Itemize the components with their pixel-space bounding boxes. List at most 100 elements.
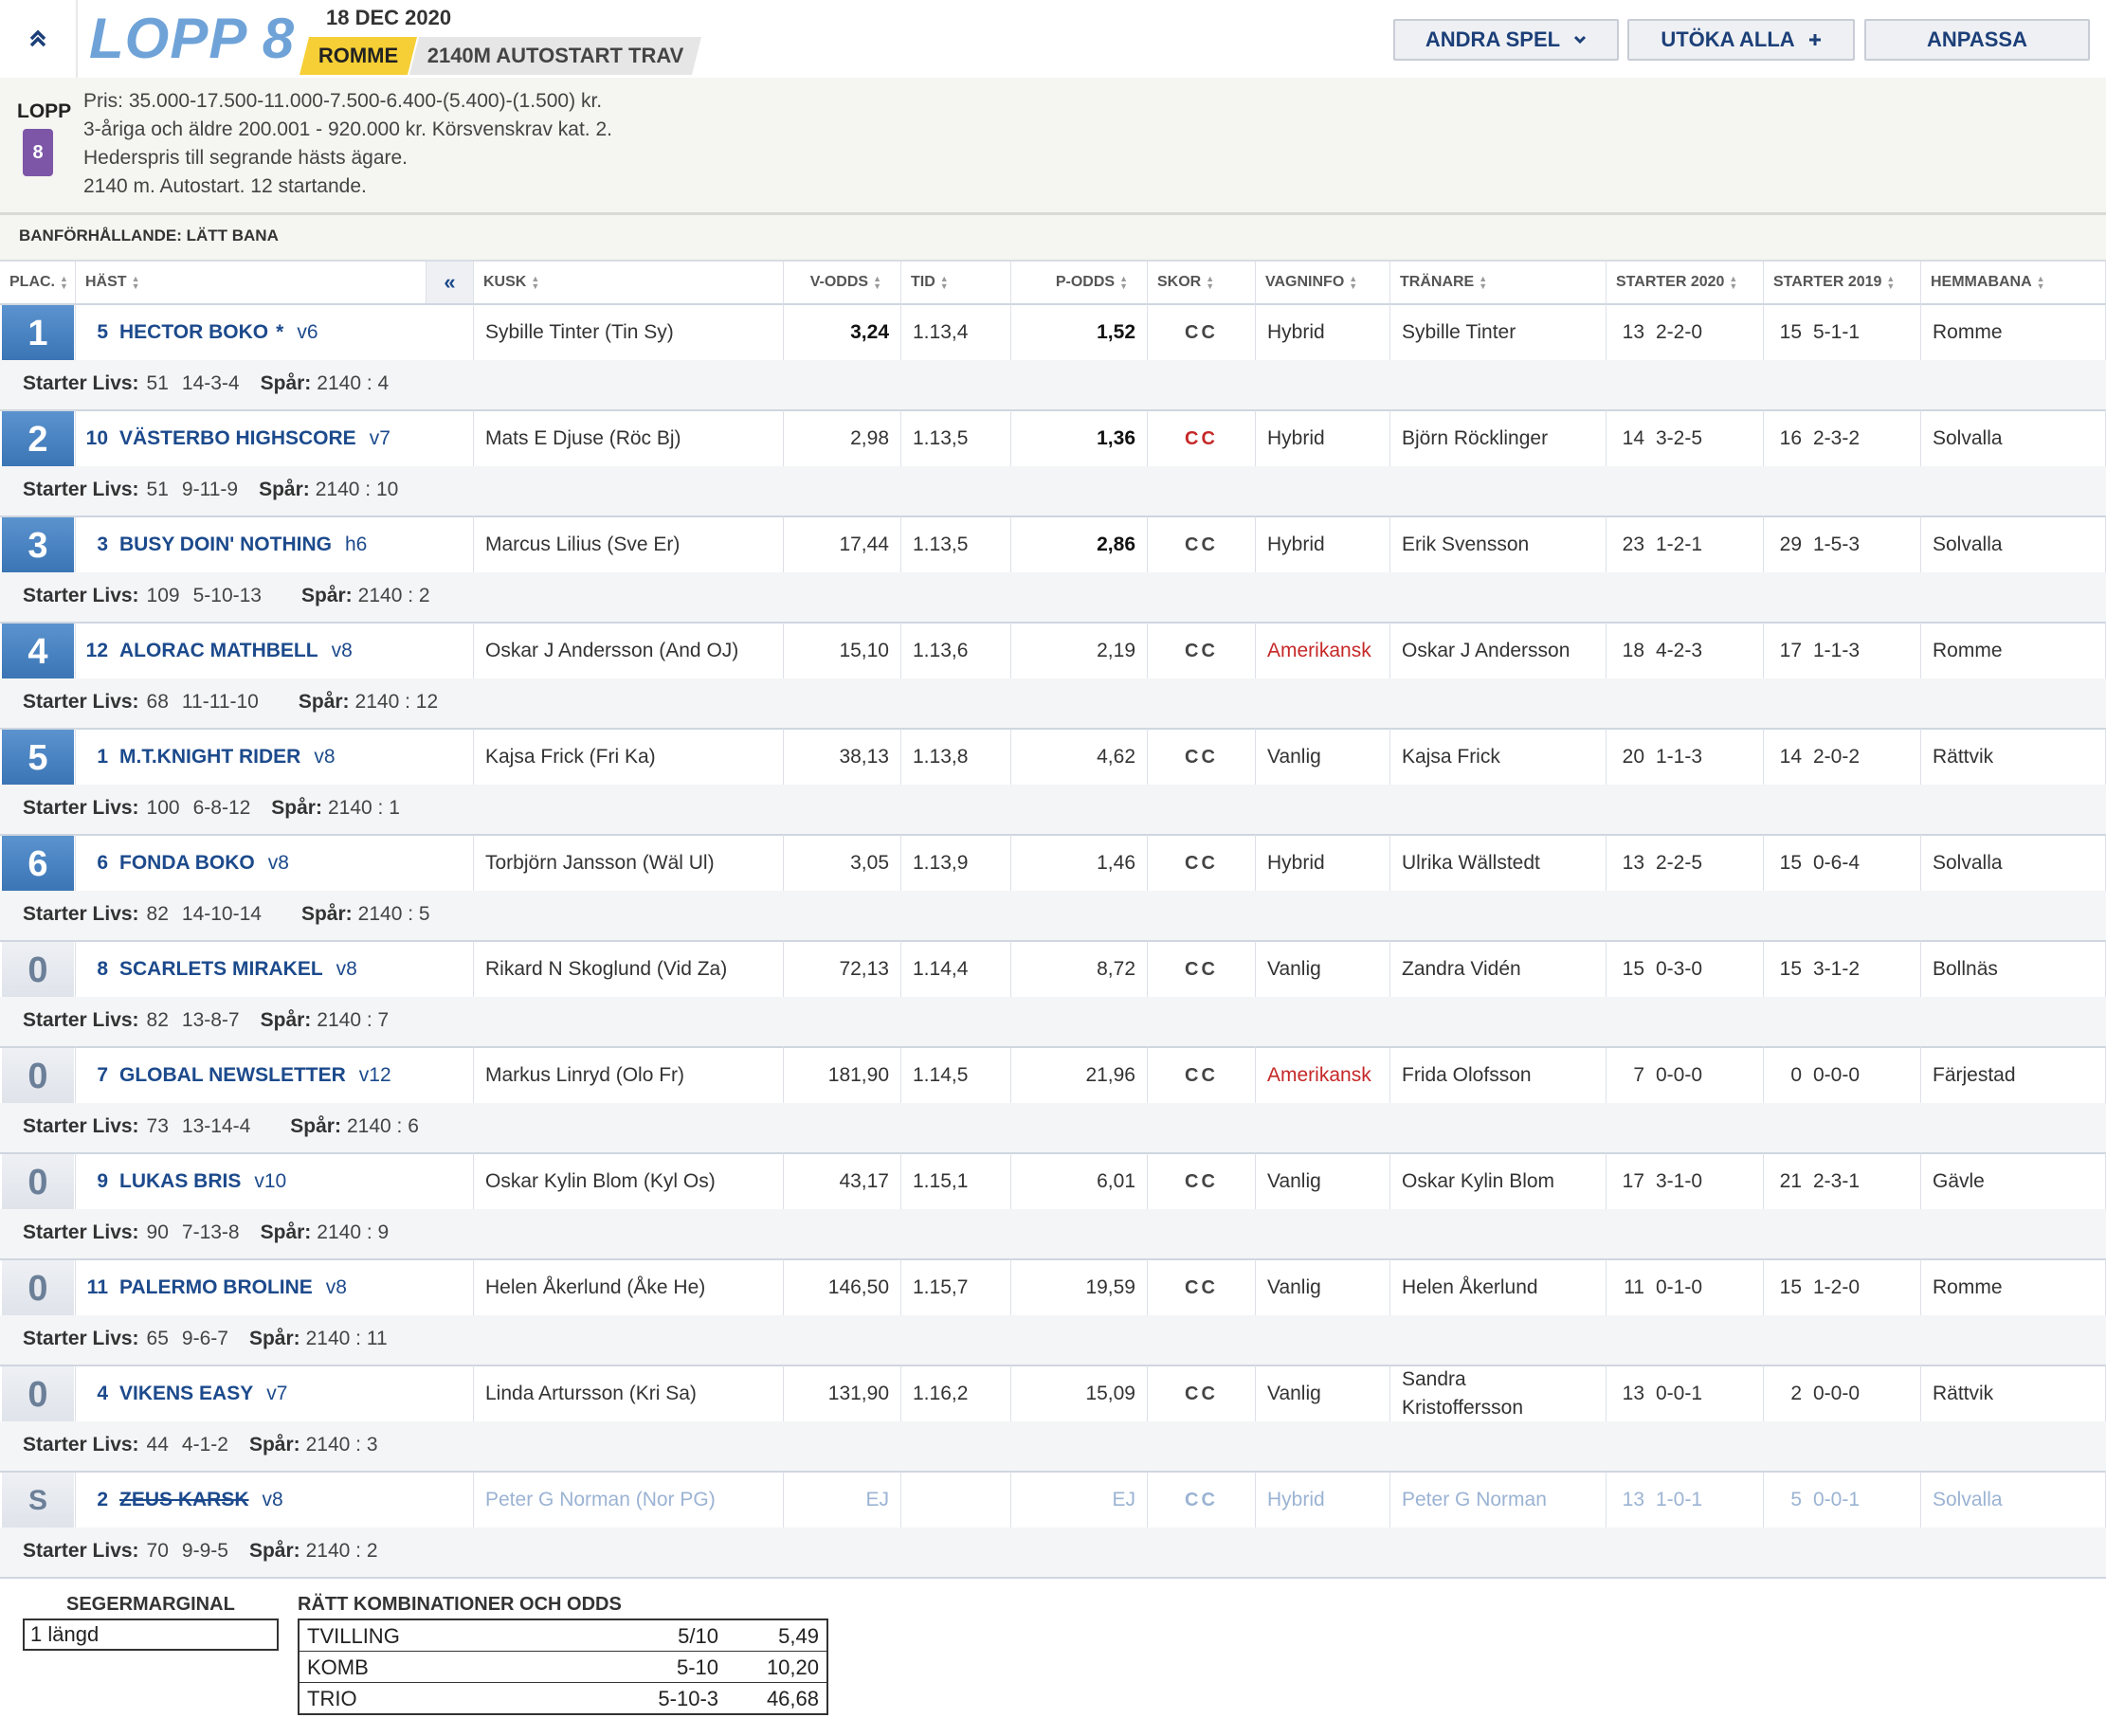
- table-row[interactable]: 0 7 GLOBAL NEWSLETTER v12 Markus Linryd (Olo…: [0, 1046, 2106, 1105]
- cell-podds: 15,09: [1011, 1365, 1148, 1421]
- th-collapse[interactable]: «: [427, 262, 474, 303]
- v-odds: 15,10: [839, 640, 889, 661]
- horse-name-link[interactable]: PALERMO BROLINE: [119, 1276, 313, 1298]
- horse-name-link[interactable]: M.T.KNIGHT RIDER: [119, 746, 301, 768]
- table-row[interactable]: 4 12 ALORAC MATHBELL v8 Oskar J Andersson (A…: [0, 622, 2106, 680]
- table-row[interactable]: 5 1 M.T.KNIGHT RIDER v8 Kajsa Frick (Fri Ka)…: [0, 728, 2106, 787]
- cell-tranare: Erik Svensson: [1390, 515, 1607, 572]
- th-starter2019[interactable]: STARTER 2019 ▲ ▼: [1764, 262, 1921, 303]
- cell-vodds: 17,44: [784, 515, 901, 572]
- th-kusk[interactable]: KUSK ▲ ▼: [474, 262, 784, 303]
- placement-badge: 3: [2, 517, 74, 574]
- th-vodds-label: V-ODDS: [809, 274, 869, 290]
- starts-count: 23: [1622, 533, 1644, 555]
- horse-name-link[interactable]: FONDA BOKO: [119, 852, 255, 874]
- trainer: Ulrika Wällstedt: [1402, 852, 1540, 874]
- utoka-alla-label: UTÖKA ALLA: [1661, 27, 1795, 51]
- starts-count: 15: [1779, 1276, 1802, 1298]
- table-row[interactable]: 2 10 VÄSTERBO HIGHSCORE v7 Mats E Djuse (Röc…: [0, 409, 2106, 468]
- livs-record: 14-3-4: [181, 372, 240, 394]
- info-line: Hederspris till segrande hästs ägare.: [83, 147, 408, 169]
- cell-s19: 0 0-0-0: [1764, 1046, 1921, 1103]
- spar-label: Spår:: [248, 1540, 300, 1562]
- collapse-button[interactable]: [0, 0, 78, 78]
- spar-label: Spår:: [300, 585, 353, 606]
- horse-number: 2: [97, 1489, 108, 1510]
- andra-spel-button[interactable]: ANDRA SPEL: [1393, 19, 1619, 61]
- sulky-info: Hybrid: [1267, 321, 1325, 343]
- cell-hast: 6 FONDA BOKO v8: [76, 834, 474, 891]
- horse-details: Starter Livs: 70 9-9-5 Spår: 2140 : 2: [23, 1540, 378, 1563]
- starts-count: 15: [1622, 958, 1644, 980]
- starts-count: 29: [1779, 533, 1802, 555]
- trainer: Oskar J Andersson: [1402, 640, 1570, 661]
- table-row[interactable]: 0 11 PALERMO BROLINE v8 Helen Åkerlund (Åke …: [0, 1258, 2106, 1317]
- cell-podds: 6,01: [1011, 1152, 1148, 1209]
- spar-value: 2140 : 2: [305, 1540, 378, 1562]
- cell-podds: EJ: [1011, 1471, 1148, 1528]
- livs-record: 5-10-13: [192, 585, 262, 606]
- th-podds[interactable]: P-ODDS ▲ ▼: [1011, 262, 1148, 303]
- driver: Rikard N Skoglund (Vid Za): [485, 958, 728, 980]
- table-row[interactable]: 3 3 BUSY DOIN' NOTHING h6 Marcus Lilius (Sve…: [0, 515, 2106, 574]
- cell-podds: 2,86: [1011, 515, 1148, 572]
- th-starter2020[interactable]: STARTER 2020 ▲ ▼: [1607, 262, 1764, 303]
- table-header: PLAC. ▲ ▼ HÄST ▲ ▼ «KUSK ▲ ▼ V-ODDS ▲ ▼ TID ▲ ▼ P-ODDS ▲…: [0, 262, 2106, 305]
- th-tid[interactable]: TID ▲ ▼: [901, 262, 1011, 303]
- horse-name-link[interactable]: SCARLETS MIRAKEL: [119, 958, 323, 980]
- race-time: 1.13,5: [913, 427, 969, 449]
- spar-label: Spår:: [271, 797, 322, 819]
- anpassa-button[interactable]: ANPASSA: [1864, 19, 2090, 61]
- v-odds: 3,24: [850, 321, 889, 343]
- th-hemmabana[interactable]: HEMMABANA ▲ ▼: [1921, 262, 2106, 303]
- horse-name-link[interactable]: LUKAS BRIS: [119, 1170, 242, 1192]
- horse-details-row: Starter Livs: 70 9-9-5 Spår: 2140 : 2: [0, 1528, 2106, 1579]
- chevron-down-icon: [1574, 35, 1587, 45]
- track-condition: BANFÖRHÅLLANDE: LÄTT BANA: [19, 226, 279, 244]
- horse-details: Starter Livs: 51 9-11-9 Spår: 2140 : 10: [23, 479, 398, 501]
- horse-name-link[interactable]: VIKENS EASY: [119, 1383, 254, 1404]
- track-badge: ROMME: [300, 37, 417, 75]
- horse-name-link[interactable]: HECTOR BOKO: [119, 321, 269, 343]
- cell-s20: 17 3-1-0: [1607, 1152, 1764, 1209]
- horse-name-link[interactable]: ALORAC MATHBELL: [119, 640, 318, 661]
- placement-badge: 0: [2, 942, 74, 999]
- cell-plac: S: [0, 1471, 76, 1529]
- placement-badge: 0: [2, 1048, 74, 1105]
- race-info-panel: LOPP 8 Pris: 35.000-17.500-11.000-7.500-…: [0, 78, 2106, 215]
- table-row[interactable]: 0 9 LUKAS BRIS v10 Oskar Kylin Blom (Kyl Os)…: [0, 1152, 2106, 1211]
- starts-count: 17: [1779, 640, 1802, 661]
- th-vodds[interactable]: V-ODDS ▲ ▼: [784, 262, 901, 303]
- cell-kusk: Markus Linryd (Olo Fr): [474, 1046, 784, 1103]
- horse-name-link[interactable]: BUSY DOIN' NOTHING: [119, 533, 332, 555]
- spar-value: 2140 : 11: [305, 1328, 388, 1349]
- race-time: 1.13,8: [913, 746, 969, 768]
- v-odds: 131,90: [827, 1383, 889, 1404]
- livs-label: Starter Livs:: [23, 903, 139, 925]
- th-skor-label: SKOR: [1157, 274, 1202, 290]
- komb-type: TVILLING: [307, 1624, 400, 1648]
- livs-label: Starter Livs:: [23, 1434, 139, 1456]
- livs-record: 11-11-10: [181, 691, 259, 713]
- th-tranare[interactable]: TRÄNARE ▲ ▼: [1390, 262, 1607, 303]
- horse-name-link[interactable]: GLOBAL NEWSLETTER: [119, 1064, 346, 1086]
- cell-s19: 14 2-0-2: [1764, 728, 1921, 785]
- horse-name-link[interactable]: ZEUS KARSK: [119, 1489, 249, 1510]
- th-plac[interactable]: PLAC. ▲ ▼: [0, 262, 76, 303]
- th-vagninfo[interactable]: VAGNINFO ▲ ▼: [1256, 262, 1390, 303]
- cell-kusk: Rikard N Skoglund (Vid Za): [474, 940, 784, 997]
- livs-record: 4-1-2: [181, 1434, 228, 1456]
- starts-record: 1-0-1: [1656, 1489, 1703, 1510]
- komb-row: KOMB 5-10 10,20: [300, 1652, 826, 1683]
- table-row[interactable]: 0 4 VIKENS EASY v7 Linda Artursson (Kri Sa) 1…: [0, 1365, 2106, 1423]
- horse-name-link[interactable]: VÄSTERBO HIGHSCORE: [119, 427, 356, 449]
- th-skor[interactable]: SKOR ▲ ▼: [1148, 262, 1256, 303]
- table-row[interactable]: 1 5 HECTOR BOKO * v6 Sybille Tinter (Tin Sy) 3…: [0, 303, 2106, 362]
- table-row[interactable]: 0 8 SCARLETS MIRAKEL v8 Rikard N Skoglund (V…: [0, 940, 2106, 999]
- livs-count: 82: [146, 903, 169, 925]
- table-row[interactable]: S 2 ZEUS KARSK v8 Peter G Norman (Nor PG) EJ E…: [0, 1471, 2106, 1529]
- th-hast[interactable]: HÄST ▲ ▼: [76, 262, 427, 303]
- cell-skor: CC: [1148, 1258, 1256, 1315]
- table-row[interactable]: 6 6 FONDA BOKO v8 Torbjörn Jansson (Wäl Ul) 3…: [0, 834, 2106, 893]
- utoka-alla-button[interactable]: UTÖKA ALLA: [1627, 19, 1855, 61]
